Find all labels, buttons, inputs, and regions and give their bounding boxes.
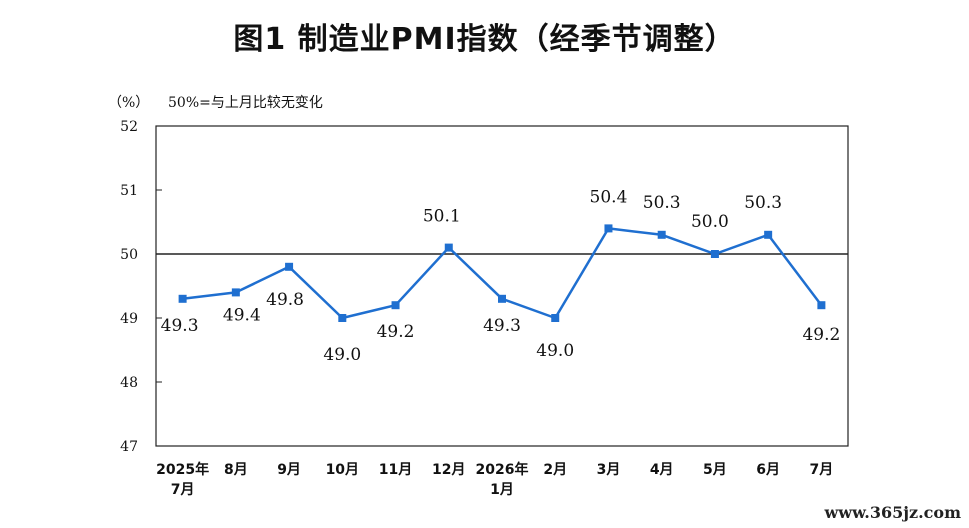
y-tick-label: 51 xyxy=(120,183,138,199)
data-label: 50.3 xyxy=(744,193,782,213)
x-tick-label: 1月 xyxy=(490,482,514,498)
reference-note: 50%=与上月比较无变化 xyxy=(168,95,323,111)
x-tick-label: 11月 xyxy=(379,462,412,478)
data-point xyxy=(551,314,560,322)
x-tick-label: 4月 xyxy=(650,462,674,478)
plot-frame xyxy=(155,125,849,447)
data-point xyxy=(657,230,666,239)
x-tick-label: 3月 xyxy=(597,462,621,478)
x-tick-label: 6月 xyxy=(756,462,780,478)
data-point xyxy=(444,243,453,252)
x-tick-label: 12月 xyxy=(432,462,465,478)
x-tick-label: 2月 xyxy=(543,462,567,478)
data-label: 49.2 xyxy=(377,322,415,342)
data-label: 49.8 xyxy=(266,290,304,310)
watermark: www.365jz.com xyxy=(824,503,961,522)
x-tick-label: 5月 xyxy=(703,462,727,478)
y-axis-unit: （%） xyxy=(108,95,150,111)
data-point xyxy=(338,314,347,322)
data-point xyxy=(710,250,719,258)
x-tick-label: 9月 xyxy=(277,462,301,478)
x-tick-label: 8月 xyxy=(224,462,248,478)
x-tick-label: 10月 xyxy=(326,462,359,478)
data-label: 49.3 xyxy=(483,316,521,336)
data-label: 50.4 xyxy=(590,187,628,207)
data-label: 49.2 xyxy=(802,325,840,345)
data-label: 49.0 xyxy=(323,345,361,365)
x-tick-label: 7月 xyxy=(810,462,834,478)
data-point xyxy=(498,294,506,303)
y-tick-label: 50 xyxy=(120,247,138,263)
data-label: 49.0 xyxy=(536,341,574,361)
data-point xyxy=(817,301,826,310)
data-label: 50.3 xyxy=(643,193,681,213)
data-label: 50.1 xyxy=(423,207,461,227)
data-label: 49.4 xyxy=(223,305,261,325)
data-point xyxy=(604,224,613,233)
y-tick-label: 49 xyxy=(120,311,138,327)
data-point xyxy=(391,301,400,310)
chart-title: 图1 制造业PMI指数（经季节调整） xyxy=(233,22,736,57)
x-tick-label: 2026年 xyxy=(476,461,529,478)
data-point xyxy=(231,288,240,297)
x-tick-label: 2025年 xyxy=(156,461,209,478)
data-point xyxy=(178,294,187,303)
data-point xyxy=(285,262,294,271)
y-tick-label: 52 xyxy=(120,119,138,135)
x-tick-label: 7月 xyxy=(171,482,195,498)
data-point xyxy=(764,230,773,239)
data-label: 49.3 xyxy=(161,316,199,336)
y-tick-label: 48 xyxy=(120,375,138,391)
data-label: 50.0 xyxy=(691,212,729,232)
y-tick-label: 47 xyxy=(120,439,138,455)
